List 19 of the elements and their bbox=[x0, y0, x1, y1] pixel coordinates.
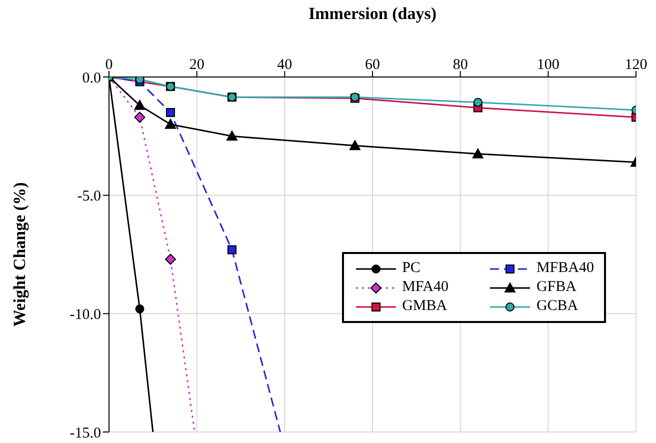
legend-label: MFBA40 bbox=[536, 260, 594, 277]
x-tick-label: 0 bbox=[105, 57, 113, 73]
legend-label: PC bbox=[402, 260, 420, 277]
y-tick-label: 0.0 bbox=[82, 70, 101, 86]
x-tick-label: 20 bbox=[189, 57, 204, 73]
y-axis-title: Weight Change (%) bbox=[10, 182, 30, 327]
x-tick-label: 100 bbox=[536, 57, 560, 73]
legend-label: GFBA bbox=[536, 279, 576, 296]
x-tick-label: 120 bbox=[624, 57, 648, 73]
legend-label: GMBA bbox=[402, 298, 448, 315]
y-tick-label: -10.0 bbox=[70, 306, 101, 323]
y-tick-label: -15.0 bbox=[70, 425, 101, 442]
x-tick-label: 80 bbox=[452, 57, 468, 73]
x-axis-title: Immersion (days) bbox=[308, 4, 436, 24]
legend-label: GCBA bbox=[536, 298, 578, 315]
legend-label: MFA40 bbox=[402, 279, 448, 296]
y-tick-label: -5.0 bbox=[77, 188, 101, 205]
x-tick-label: 60 bbox=[365, 57, 380, 73]
x-tick-label: 40 bbox=[277, 57, 292, 73]
